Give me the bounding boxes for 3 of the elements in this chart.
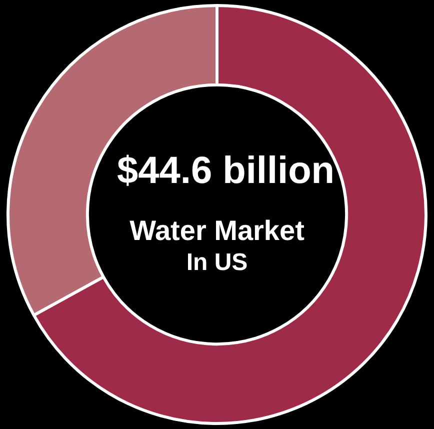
text: $44.6 billion (117, 150, 335, 193)
text: Water Market (128, 215, 306, 247)
text: In US (185, 249, 249, 277)
